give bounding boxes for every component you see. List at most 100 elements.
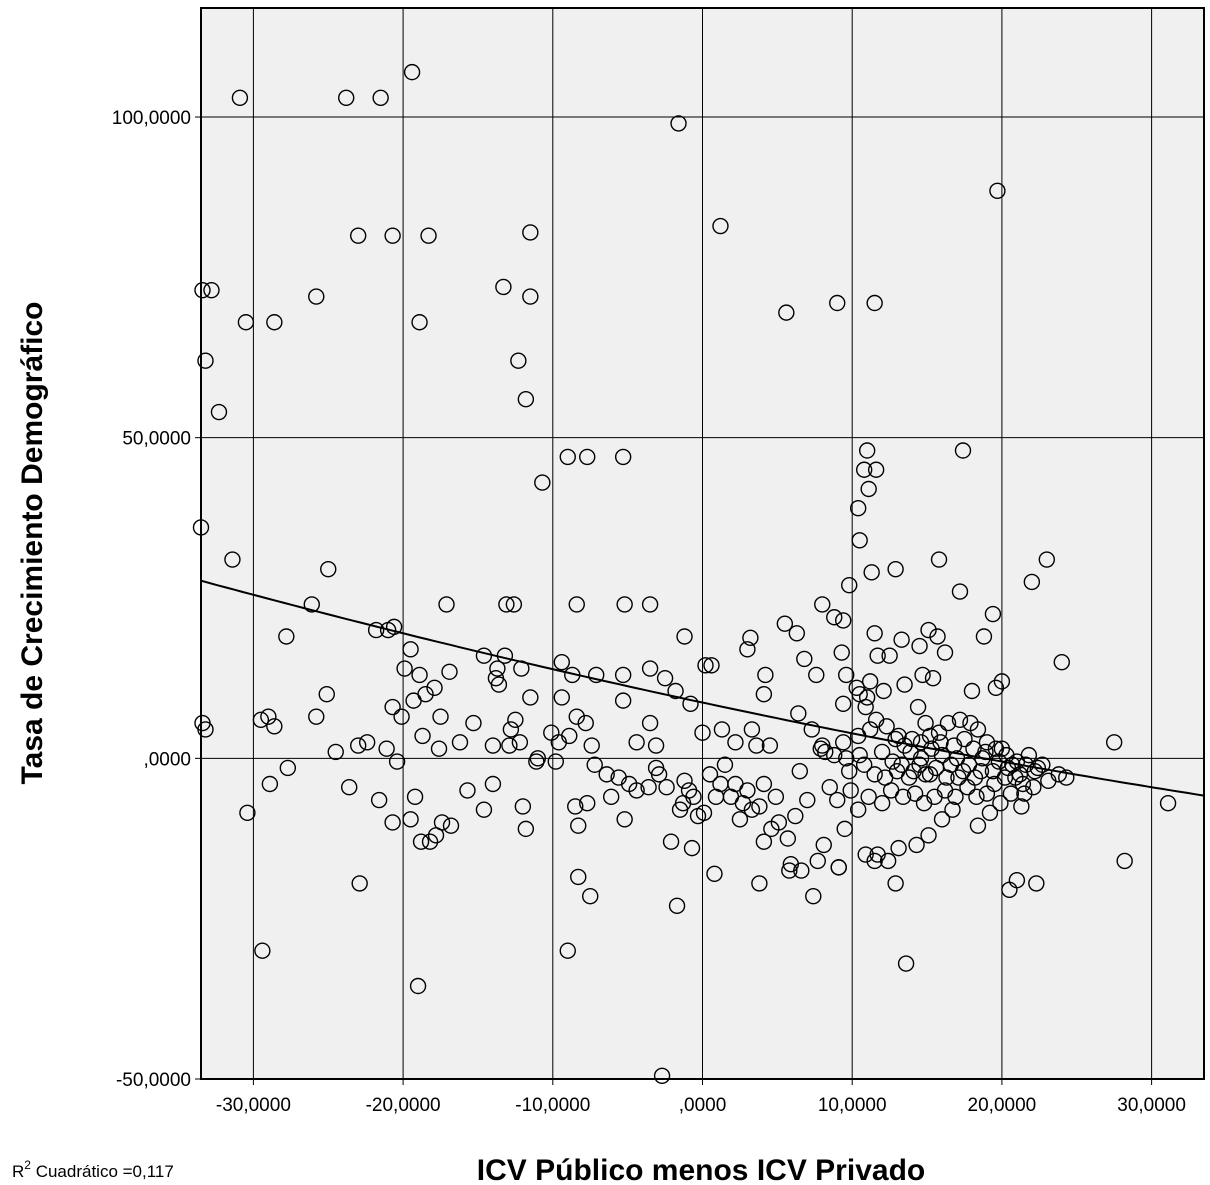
data-point xyxy=(197,352,214,369)
data-point xyxy=(1020,746,1038,764)
data-point xyxy=(396,660,413,677)
data-point xyxy=(954,442,972,459)
data-point xyxy=(857,846,874,863)
data-point xyxy=(351,875,368,892)
data-point xyxy=(900,769,918,786)
data-point xyxy=(412,833,430,850)
data-point xyxy=(1028,875,1045,892)
data-point xyxy=(989,182,1006,199)
data-point xyxy=(776,615,794,632)
data-point xyxy=(495,278,512,296)
data-point xyxy=(203,281,220,299)
data-point xyxy=(860,788,877,806)
x-tick-label: -20,0000 xyxy=(366,1095,441,1116)
data-point xyxy=(568,596,585,613)
data-point xyxy=(475,801,493,818)
data-point xyxy=(318,686,335,703)
data-point xyxy=(713,721,731,738)
data-point xyxy=(484,775,502,793)
data-point xyxy=(614,666,632,684)
data-point xyxy=(757,666,774,684)
data-points xyxy=(192,63,1177,1084)
data-point xyxy=(835,612,852,629)
data-point xyxy=(963,682,981,700)
data-point xyxy=(451,734,469,751)
data-point xyxy=(978,785,996,802)
data-point xyxy=(1023,573,1041,591)
data-point xyxy=(261,775,279,793)
data-point xyxy=(393,708,410,725)
data-point xyxy=(586,756,603,773)
data-point xyxy=(279,759,297,777)
data-point xyxy=(406,788,424,806)
data-point xyxy=(755,775,773,793)
data-point xyxy=(841,762,858,780)
y-tick-label: 100,0000 xyxy=(112,108,191,129)
data-point xyxy=(501,737,518,754)
data-point xyxy=(748,737,765,754)
data-point xyxy=(779,830,797,847)
data-point xyxy=(239,804,256,822)
data-point xyxy=(829,294,846,312)
data-point xyxy=(833,644,850,661)
data-point xyxy=(951,711,969,729)
data-point xyxy=(620,775,638,793)
data-point xyxy=(385,618,403,636)
data-point xyxy=(743,801,761,818)
data-point xyxy=(981,804,999,822)
data-point xyxy=(370,791,388,809)
data-point xyxy=(388,753,406,770)
data-point xyxy=(703,657,720,674)
data-point xyxy=(231,89,249,106)
data-point xyxy=(1116,852,1133,870)
data-point xyxy=(1002,785,1020,802)
data-point xyxy=(210,403,228,421)
data-point xyxy=(517,820,535,838)
data-point xyxy=(894,788,912,806)
data-point xyxy=(866,766,883,783)
data-point xyxy=(384,227,401,244)
data-point xyxy=(855,756,873,773)
data-point xyxy=(579,448,596,466)
data-point xyxy=(830,859,847,876)
data-point xyxy=(1013,798,1030,815)
data-point xyxy=(266,718,283,735)
data-point xyxy=(252,711,270,729)
data-point xyxy=(993,740,1011,757)
data-point xyxy=(743,721,761,738)
data-point xyxy=(1053,653,1070,671)
data-point xyxy=(908,836,925,854)
y-axis-title: Tasa de Crecimiento Demográfico xyxy=(16,302,49,785)
x-tick-label: 30,0000 xyxy=(1117,1095,1186,1116)
data-point xyxy=(582,888,599,905)
data-point xyxy=(432,708,449,725)
data-point xyxy=(676,772,693,789)
data-point xyxy=(712,217,729,235)
data-point xyxy=(559,448,576,466)
data-point xyxy=(722,788,740,806)
data-point xyxy=(577,714,594,732)
data-point xyxy=(873,795,891,812)
data-point xyxy=(411,314,428,331)
data-point xyxy=(863,564,880,581)
data-point xyxy=(751,798,768,815)
data-point xyxy=(929,628,946,645)
data-point xyxy=(358,734,376,751)
data-point xyxy=(403,63,421,81)
data-point xyxy=(490,676,508,693)
data-point xyxy=(767,788,785,806)
data-point xyxy=(694,724,711,741)
data-point xyxy=(1008,871,1026,889)
data-point xyxy=(858,442,876,459)
data-point xyxy=(809,852,826,870)
data-point xyxy=(502,721,520,738)
data-point xyxy=(522,224,539,241)
data-point xyxy=(308,288,325,305)
data-point xyxy=(887,560,904,578)
data-point xyxy=(896,676,913,693)
data-point xyxy=(821,779,838,796)
data-point xyxy=(906,785,924,802)
data-point xyxy=(670,115,687,132)
data-point xyxy=(761,737,779,754)
data-point xyxy=(553,653,570,671)
